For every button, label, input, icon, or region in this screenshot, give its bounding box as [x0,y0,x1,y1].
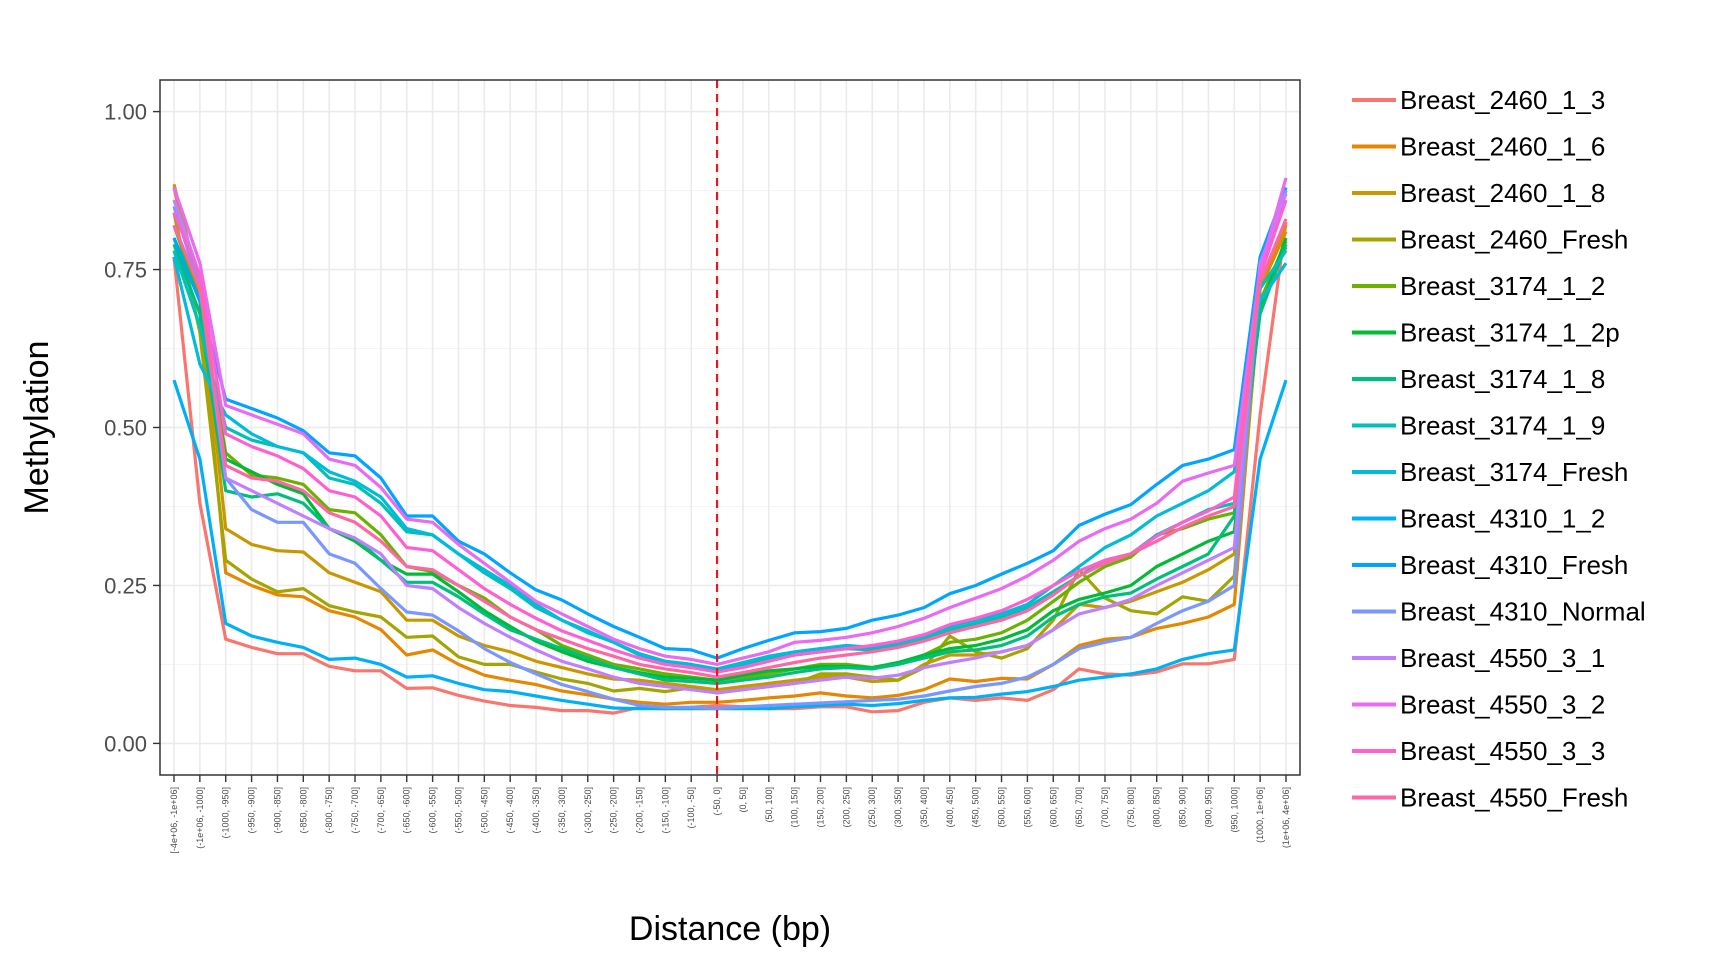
legend-label: Breast_4550_3_3 [1400,736,1605,766]
legend-item: Breast_3174_1_2 [1352,271,1605,301]
series-line [172,177,1288,667]
legend-label: Breast_3174_1_9 [1400,411,1605,441]
y-tick-label: 0.25 [104,573,147,598]
legend-label: Breast_3174_1_8 [1400,364,1605,394]
x-tick-label: (-350, -300] [557,787,567,834]
legend-item: Breast_4310_Normal [1352,597,1646,627]
legend-label: Breast_4310_1_2 [1400,504,1605,534]
legend-label: Breast_3174_1_2 [1400,271,1605,301]
x-tick-label: (250, 300] [867,787,877,828]
series-line [172,187,1288,706]
x-tick-label: (300, 350] [893,787,903,828]
x-tick-label: (1e+06, 4e+06] [1281,787,1291,848]
x-tick-label: (-900, -850] [272,787,282,834]
x-tick-label: (-850, -800] [298,787,308,834]
series-line [172,218,1288,679]
legend-label: Breast_2460_1_8 [1400,178,1605,208]
x-tick-label: (-50, 0] [712,787,722,816]
x-tick-label: (500, 550] [997,787,1007,828]
legend-item: Breast_2460_1_3 [1352,85,1605,115]
legend-item: Breast_4310_Fresh [1352,550,1628,580]
legend-label: Breast_4310_Fresh [1400,550,1628,580]
x-tick-label: (-100, -50] [686,787,696,829]
x-tick-label: (-750, -700] [350,787,360,834]
x-tick-label: (-250, -200] [609,787,619,834]
x-tick-label: (-1e+06, -1000] [195,787,205,849]
series-line [172,256,1288,671]
legend-item: Breast_3174_Fresh [1352,457,1628,487]
x-tick-label: (-450, -400] [505,787,515,834]
x-tick-label: (-300, -250] [583,787,593,834]
x-tick-label: (50, 100] [764,787,774,823]
y-axis-title: Methylation [18,341,56,515]
x-tick-label: (750, 800] [1126,787,1136,828]
legend-item: Breast_4550_3_1 [1352,643,1605,673]
y-tick-label: 0.75 [104,258,147,283]
legend-item: Breast_3174_1_2p [1352,318,1620,348]
legend-label: Breast_2460_Fresh [1400,225,1628,255]
x-tick-label: (950, 1000] [1229,787,1239,833]
x-tick-label: (400, 450] [945,787,955,828]
legend-item: Breast_2460_1_6 [1352,132,1605,162]
legend-label: Breast_2460_1_3 [1400,85,1605,115]
x-tick-label: (-400, -350] [531,787,541,834]
x-tick-label: (-550, -500] [453,787,463,834]
x-tick-label: (350, 400] [919,787,929,828]
x-tick-label: (-700, -650] [376,787,386,834]
legend-label: Breast_2460_1_6 [1400,132,1605,162]
x-tick-label: (150, 200] [816,787,826,828]
legend-label: Breast_3174_Fresh [1400,457,1628,487]
legend-item: Breast_3174_1_9 [1352,411,1605,441]
y-tick-label: 0.50 [104,416,147,441]
legend-label: Breast_4550_3_1 [1400,643,1605,673]
series-line [172,186,1288,660]
legend-item: Breast_4550_3_2 [1352,690,1605,720]
x-tick-label: (-150, -100] [660,787,670,834]
x-tick-label: (-800, -750] [324,787,334,834]
x-tick-label: (-500, -450] [479,787,489,834]
legend-item: Breast_2460_1_8 [1352,178,1605,208]
legend: Breast_2460_1_3 Breast_2460_1_6 Breast_246… [1352,85,1646,813]
x-tick-label: (0, 50] [738,787,748,813]
legend-label: Breast_4550_3_2 [1400,690,1605,720]
legend-item: Breast_4310_1_2 [1352,504,1605,534]
x-tick-label: (800, 850] [1152,787,1162,828]
y-tick-label: 0.00 [104,731,147,756]
series-line [172,199,1288,674]
x-tick-label: [-4e+06, -1e+06] [169,787,179,854]
legend-item: Breast_4550_3_3 [1352,736,1605,766]
x-tick-label: (-200, -150] [634,787,644,834]
legend-label: Breast_4310_Normal [1400,597,1646,627]
legend-label: Breast_4550_Fresh [1400,783,1628,813]
x-tick-label: (-600, -550] [428,787,438,834]
x-tick-label: (850, 900] [1178,787,1188,828]
series-line [172,190,1288,711]
x-tick-label: (-1000, -950] [221,787,231,839]
series-line [172,237,1288,682]
x-axis-title: Distance (bp) [629,910,831,948]
x-tick-label: (600, 650] [1048,787,1058,828]
legend-label: Breast_3174_1_2p [1400,318,1620,348]
x-tick-label: (-650, -600] [402,787,412,834]
y-tick-label: 1.00 [104,100,147,125]
x-tick-label: (900, 950] [1203,787,1213,828]
legend-item: Breast_3174_1_8 [1352,364,1605,394]
x-tick-label: (550, 600] [1022,787,1032,828]
x-tick-label: (650, 700] [1074,787,1084,828]
x-tick-label: (1000, 1e+06] [1255,787,1265,843]
x-tick-label: (-950, -900] [247,787,257,834]
x-tick-label: (100, 150] [790,787,800,828]
legend-item: Breast_2460_Fresh [1352,225,1628,255]
series-line [172,193,1288,695]
x-tick-label: (450, 500] [971,787,981,828]
x-tick-label: (200, 250] [841,787,851,828]
legend-item: Breast_4550_Fresh [1352,783,1628,813]
x-tick-label: (700, 750] [1100,787,1110,828]
